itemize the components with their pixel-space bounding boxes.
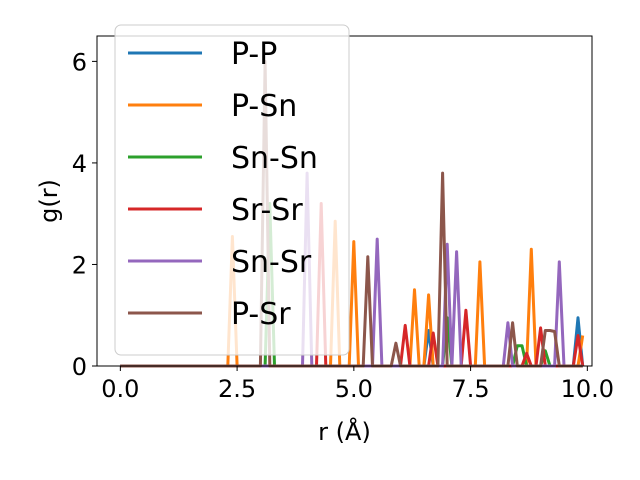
legend-label: P-Sn (231, 89, 297, 124)
x-tick-label: 2.5 (218, 375, 256, 403)
legend-label: Sr-Sr (231, 193, 303, 228)
legend-label: P-Sr (231, 297, 291, 332)
y-tick-label: 2 (72, 251, 87, 279)
x-axis-label: r (Å) (318, 417, 371, 446)
y-tick-label: 6 (72, 48, 87, 76)
y-axis-ticks: 0 2 4 6 (72, 48, 97, 381)
legend-label: Sn-Sn (231, 141, 318, 176)
y-tick-label: 4 (72, 150, 87, 178)
legend-box (114, 24, 350, 356)
legend-label: P-P (231, 37, 277, 72)
legend: P-P P-Sn Sn-Sn Sr-Sr Sn-Sr P-Sr (114, 24, 350, 356)
y-axis-label: g(r) (35, 179, 63, 223)
x-axis-ticks: 0.0 2.5 5.0 7.5 10.0 (101, 366, 614, 403)
x-tick-label: 5.0 (335, 375, 373, 403)
x-tick-label: 10.0 (561, 375, 614, 403)
x-tick-label: 0.0 (101, 375, 139, 403)
x-tick-label: 7.5 (451, 375, 489, 403)
y-tick-label: 0 (72, 353, 87, 381)
legend-label: Sn-Sr (231, 245, 312, 280)
